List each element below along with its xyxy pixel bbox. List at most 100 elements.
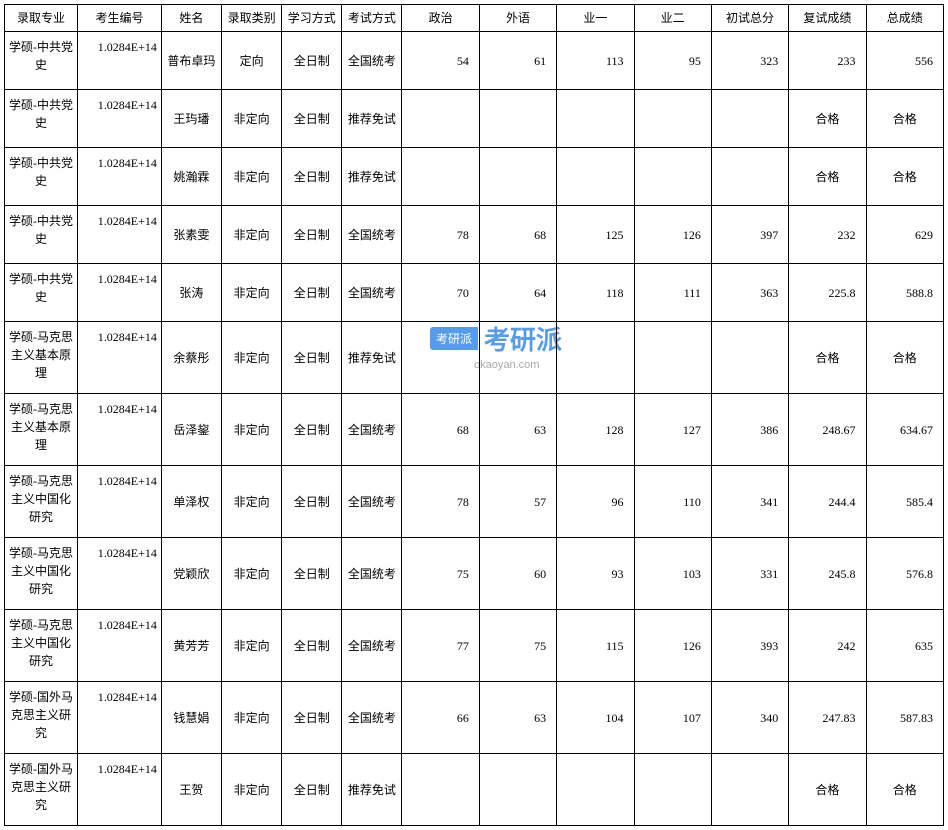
cell-retest: 233 bbox=[789, 32, 866, 90]
cell-politics: 66 bbox=[402, 682, 479, 754]
cell-foreign bbox=[479, 322, 556, 394]
cell-name: 普布卓玛 bbox=[161, 32, 221, 90]
cell-sub1 bbox=[557, 322, 634, 394]
cell-exam: 推荐免试 bbox=[342, 90, 402, 148]
cell-id: 1.0284E+14 bbox=[78, 264, 162, 322]
cell-retest: 245.8 bbox=[789, 538, 866, 610]
cell-exam: 全国统考 bbox=[342, 394, 402, 466]
cell-foreign: 63 bbox=[479, 394, 556, 466]
column-header-type: 录取类别 bbox=[222, 5, 282, 32]
cell-total: 合格 bbox=[866, 148, 943, 206]
cell-retest: 225.8 bbox=[789, 264, 866, 322]
cell-major: 学硕-中共党史 bbox=[5, 148, 78, 206]
cell-total: 587.83 bbox=[866, 682, 943, 754]
cell-retest: 合格 bbox=[789, 90, 866, 148]
cell-retest: 242 bbox=[789, 610, 866, 682]
cell-id: 1.0284E+14 bbox=[78, 32, 162, 90]
column-header-sub2: 业二 bbox=[634, 5, 711, 32]
cell-politics bbox=[402, 148, 479, 206]
cell-id: 1.0284E+14 bbox=[78, 538, 162, 610]
cell-id: 1.0284E+14 bbox=[78, 148, 162, 206]
cell-name: 钱慧娟 bbox=[161, 682, 221, 754]
cell-major: 学硕-中共党史 bbox=[5, 264, 78, 322]
cell-foreign: 63 bbox=[479, 682, 556, 754]
cell-politics: 70 bbox=[402, 264, 479, 322]
cell-foreign: 57 bbox=[479, 466, 556, 538]
cell-exam: 推荐免试 bbox=[342, 148, 402, 206]
cell-major: 学硕-国外马克思主义研究 bbox=[5, 682, 78, 754]
cell-study: 全日制 bbox=[282, 90, 342, 148]
cell-major: 学硕-中共党史 bbox=[5, 206, 78, 264]
cell-id: 1.0284E+14 bbox=[78, 322, 162, 394]
cell-initial: 363 bbox=[711, 264, 788, 322]
cell-sub2: 126 bbox=[634, 610, 711, 682]
cell-id: 1.0284E+14 bbox=[78, 90, 162, 148]
cell-politics: 78 bbox=[402, 206, 479, 264]
cell-major: 学硕-中共党史 bbox=[5, 90, 78, 148]
cell-type: 非定向 bbox=[222, 206, 282, 264]
column-header-total: 总成绩 bbox=[866, 5, 943, 32]
cell-foreign: 64 bbox=[479, 264, 556, 322]
cell-study: 全日制 bbox=[282, 610, 342, 682]
cell-sub2: 107 bbox=[634, 682, 711, 754]
table-body: 学硕-中共党史1.0284E+14普布卓玛定向全日制全国统考5461113953… bbox=[5, 32, 944, 826]
cell-exam: 全国统考 bbox=[342, 32, 402, 90]
cell-study: 全日制 bbox=[282, 206, 342, 264]
cell-sub2: 95 bbox=[634, 32, 711, 90]
cell-major: 学硕-马克思主义基本原理 bbox=[5, 394, 78, 466]
cell-name: 王贺 bbox=[161, 754, 221, 826]
column-header-sub1: 业一 bbox=[557, 5, 634, 32]
table-row: 学硕-国外马克思主义研究1.0284E+14王贺非定向全日制推荐免试合格合格 bbox=[5, 754, 944, 826]
cell-major: 学硕-国外马克思主义研究 bbox=[5, 754, 78, 826]
cell-type: 非定向 bbox=[222, 264, 282, 322]
cell-type: 非定向 bbox=[222, 466, 282, 538]
cell-total: 588.8 bbox=[866, 264, 943, 322]
cell-sub2: 103 bbox=[634, 538, 711, 610]
cell-sub1 bbox=[557, 148, 634, 206]
table-row: 学硕-中共党史1.0284E+14王玙璠非定向全日制推荐免试合格合格 bbox=[5, 90, 944, 148]
cell-retest: 247.83 bbox=[789, 682, 866, 754]
cell-retest: 248.67 bbox=[789, 394, 866, 466]
cell-sub2 bbox=[634, 148, 711, 206]
table-row: 学硕-马克思主义基本原理1.0284E+14余蔡彤非定向全日制推荐免试合格合格 bbox=[5, 322, 944, 394]
cell-name: 单泽权 bbox=[161, 466, 221, 538]
cell-major: 学硕-马克思主义基本原理 bbox=[5, 322, 78, 394]
cell-type: 非定向 bbox=[222, 610, 282, 682]
cell-major: 学硕-马克思主义中国化研究 bbox=[5, 610, 78, 682]
cell-sub1 bbox=[557, 90, 634, 148]
cell-total: 629 bbox=[866, 206, 943, 264]
cell-major: 学硕-马克思主义中国化研究 bbox=[5, 538, 78, 610]
cell-sub1: 118 bbox=[557, 264, 634, 322]
cell-id: 1.0284E+14 bbox=[78, 394, 162, 466]
cell-retest: 232 bbox=[789, 206, 866, 264]
cell-initial: 397 bbox=[711, 206, 788, 264]
cell-foreign bbox=[479, 754, 556, 826]
cell-sub1: 113 bbox=[557, 32, 634, 90]
cell-name: 张涛 bbox=[161, 264, 221, 322]
cell-exam: 全国统考 bbox=[342, 682, 402, 754]
cell-exam: 推荐免试 bbox=[342, 754, 402, 826]
cell-exam: 全国统考 bbox=[342, 466, 402, 538]
cell-sub2 bbox=[634, 322, 711, 394]
cell-exam: 全国统考 bbox=[342, 264, 402, 322]
cell-sub1: 104 bbox=[557, 682, 634, 754]
cell-name: 姚瀚霖 bbox=[161, 148, 221, 206]
cell-politics bbox=[402, 322, 479, 394]
cell-sub1: 93 bbox=[557, 538, 634, 610]
cell-initial bbox=[711, 322, 788, 394]
cell-politics bbox=[402, 754, 479, 826]
cell-id: 1.0284E+14 bbox=[78, 206, 162, 264]
table-row: 学硕-马克思主义中国化研究1.0284E+14黄芳芳非定向全日制全国统考7775… bbox=[5, 610, 944, 682]
cell-type: 非定向 bbox=[222, 754, 282, 826]
table-row: 学硕-马克思主义基本原理1.0284E+14岳泽鋆非定向全日制全国统考68631… bbox=[5, 394, 944, 466]
cell-total: 合格 bbox=[866, 754, 943, 826]
cell-study: 全日制 bbox=[282, 682, 342, 754]
cell-total: 576.8 bbox=[866, 538, 943, 610]
column-header-retest: 复试成绩 bbox=[789, 5, 866, 32]
cell-total: 合格 bbox=[866, 322, 943, 394]
cell-sub2 bbox=[634, 754, 711, 826]
cell-study: 全日制 bbox=[282, 32, 342, 90]
cell-initial: 331 bbox=[711, 538, 788, 610]
cell-retest: 合格 bbox=[789, 322, 866, 394]
cell-name: 岳泽鋆 bbox=[161, 394, 221, 466]
